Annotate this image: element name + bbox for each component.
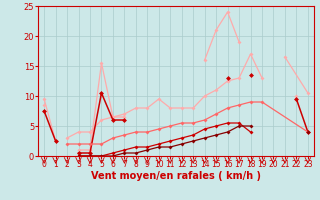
X-axis label: Vent moyen/en rafales ( km/h ): Vent moyen/en rafales ( km/h ) [91,171,261,181]
